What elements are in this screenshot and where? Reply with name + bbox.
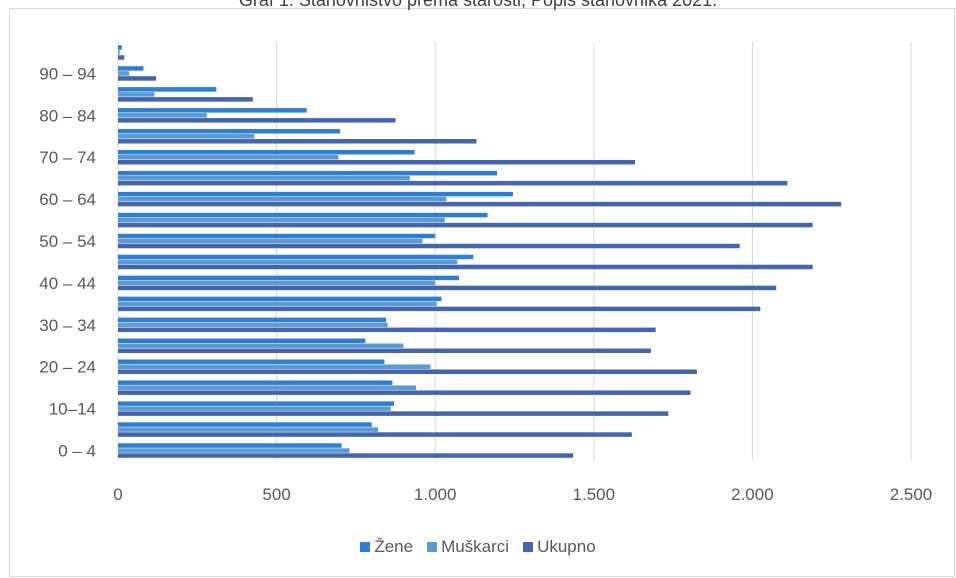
bar-žene	[118, 317, 387, 323]
bar-muškarci	[118, 364, 431, 369]
bar-žene	[118, 359, 385, 364]
legend-swatch	[360, 542, 371, 552]
legend-label: Muškarci	[441, 537, 510, 556]
bar-žene	[118, 108, 307, 113]
bar-žene	[118, 443, 342, 448]
bar-ukupno	[118, 159, 636, 165]
bar-ukupno	[118, 432, 632, 437]
bar-ukupno	[118, 97, 253, 102]
bar-žene	[118, 66, 144, 71]
bar-žene	[118, 87, 217, 92]
bar-muškarci	[118, 280, 436, 286]
y-tick-label: 90 – 94	[39, 64, 96, 83]
legend-item: Ukupno	[523, 537, 596, 557]
bar-žene	[118, 380, 393, 385]
bar-ukupno	[118, 76, 157, 81]
bar-ukupno	[118, 201, 842, 207]
bar-žene	[118, 212, 488, 218]
x-tick-label: 500	[262, 485, 290, 504]
bar-muškarci	[118, 322, 388, 328]
bar-ukupno	[118, 453, 574, 458]
x-tick-label: 2.500	[890, 485, 933, 504]
bar-žene	[118, 275, 459, 281]
bar-muškarci	[118, 406, 391, 411]
bar-žene	[118, 296, 442, 302]
x-tick-label: 2.000	[731, 485, 774, 504]
legend-swatch	[523, 542, 534, 552]
bar-muškarci	[118, 385, 417, 390]
bar-ukupno	[118, 285, 777, 291]
x-tick-label: 1.000	[414, 485, 457, 504]
bar-ukupno	[118, 369, 697, 374]
bar-žene	[118, 401, 394, 406]
bar-muškarci	[118, 134, 255, 139]
bar-ukupno	[118, 264, 813, 270]
bar-muškarci	[118, 301, 437, 307]
bar-muškarci	[118, 154, 339, 160]
bar-ukupno	[118, 390, 691, 395]
bar-ukupno	[118, 180, 788, 186]
y-tick-label: 80 – 84	[39, 106, 96, 125]
x-axis-ticks: 0 500 1.000 1.500 2.000 2.500	[113, 485, 932, 504]
bar-žene	[118, 422, 372, 427]
bar-ukupno	[118, 348, 651, 354]
bar-žene	[118, 129, 341, 134]
y-tick-label: 20 – 24	[39, 358, 96, 377]
bar-ukupno	[118, 139, 477, 144]
bar-žene	[118, 191, 513, 197]
bar-muškarci	[118, 196, 447, 202]
x-tick-label: 1.500	[573, 485, 616, 504]
bar-ukupno	[118, 306, 761, 312]
legend: Žene Muškarci Ukupno	[0, 537, 956, 557]
x-tick-label: 0	[113, 485, 122, 504]
bar-ukupno	[118, 118, 396, 123]
bar-žene	[118, 149, 415, 155]
bar-ukupno	[118, 222, 813, 228]
bar-muškarci	[118, 50, 120, 55]
bar-muškarci	[118, 427, 379, 432]
legend-swatch	[427, 542, 438, 552]
bar-žene	[118, 45, 122, 50]
y-tick-label: 70 – 74	[39, 148, 96, 167]
legend-item: Muškarci	[427, 537, 509, 557]
bar-muškarci	[118, 92, 155, 97]
bar-žene	[118, 170, 498, 176]
bar-žene	[118, 338, 366, 344]
bar-muškarci	[118, 259, 458, 265]
bar-muškarci	[118, 175, 410, 181]
legend-label: Ukupno	[537, 537, 596, 556]
y-tick-label: 40 – 44	[39, 274, 96, 293]
legend-label: Žene	[374, 537, 414, 556]
chart-title: Graf 1. Stanovništvo prema starosti, Pop…	[238, 0, 718, 10]
bar-muškarci	[118, 238, 423, 244]
y-tick-label: 50 – 54	[39, 232, 96, 251]
bar-žene	[118, 254, 474, 260]
bar-muškarci	[118, 113, 207, 118]
y-tick-label: 0 – 4	[58, 442, 96, 461]
bar-muškarci	[118, 217, 445, 223]
gridlines	[117, 42, 912, 461]
bar-žene	[118, 233, 436, 239]
bar-muškarci	[118, 71, 130, 76]
legend-item: Žene	[360, 537, 413, 557]
y-tick-label: 30 – 34	[39, 316, 96, 335]
bar-ukupno	[118, 327, 656, 333]
y-axis-ticks: 0 – 4 10–14 20 – 24 30 – 34 40 – 44 50 – 54 60…	[39, 64, 96, 460]
bar-ukupno	[118, 243, 740, 249]
y-tick-label: 10–14	[49, 400, 96, 419]
bars	[118, 45, 842, 458]
y-tick-label: 60 – 64	[39, 190, 96, 209]
bar-ukupno	[118, 55, 125, 60]
chart-frame	[9, 8, 955, 577]
bar-ukupno	[118, 411, 669, 416]
bar-muškarci	[118, 343, 404, 349]
bar-muškarci	[118, 448, 350, 453]
